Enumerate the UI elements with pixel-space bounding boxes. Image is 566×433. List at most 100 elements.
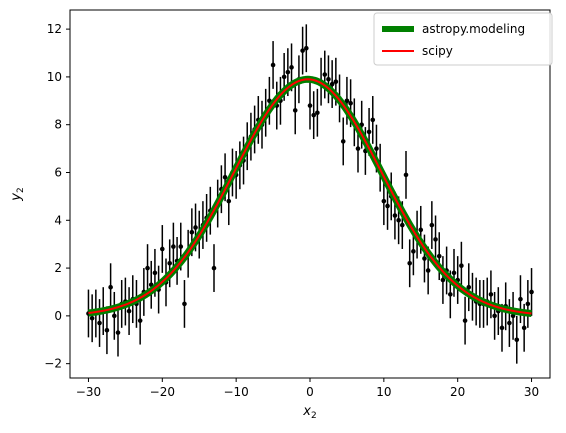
y-tick-label: 2 <box>54 261 62 275</box>
data-point <box>167 260 172 266</box>
data-point <box>307 103 313 108</box>
data-point <box>222 174 228 180</box>
data-point <box>355 146 361 151</box>
legend-label-scipy: scipy <box>422 44 453 58</box>
data-point <box>178 244 184 249</box>
data-point <box>514 337 520 343</box>
data-point <box>492 313 497 319</box>
data-point <box>418 227 424 233</box>
x-tick-label: 20 <box>450 385 465 399</box>
data-point <box>315 110 320 116</box>
data-point <box>518 296 523 302</box>
x-tick-label: 0 <box>306 385 314 399</box>
x-tick-label: 30 <box>524 385 539 399</box>
data-point <box>189 229 195 235</box>
data-point <box>374 146 379 151</box>
y-tick-label: 4 <box>54 213 62 227</box>
data-point <box>366 129 372 135</box>
data-point <box>451 270 457 276</box>
data-point <box>429 222 435 228</box>
data-point <box>348 100 353 106</box>
data-point <box>466 284 472 290</box>
legend-box <box>373 12 553 66</box>
data-point <box>270 62 276 68</box>
data-point <box>285 69 291 75</box>
data-point <box>344 98 350 104</box>
data-point <box>108 284 113 290</box>
data-point <box>211 265 217 271</box>
data-point <box>104 327 110 333</box>
data-point <box>311 112 316 118</box>
data-point <box>400 222 405 228</box>
data-point <box>529 289 534 295</box>
data-point <box>333 79 339 84</box>
data-point <box>300 48 305 53</box>
data-point <box>126 308 132 314</box>
scipy-fit-line <box>88 78 532 315</box>
data-point <box>193 225 198 230</box>
x-axis-label-main: x <box>302 404 311 419</box>
data-point <box>440 277 446 283</box>
x-axis-label: x2 <box>302 404 316 421</box>
x-tick-label: −20 <box>150 385 175 399</box>
data-point <box>89 315 95 321</box>
data-point <box>182 301 187 307</box>
data-point <box>507 320 512 326</box>
data-point <box>145 265 150 271</box>
data-point <box>112 313 117 319</box>
data-point <box>171 244 176 249</box>
errorbar-series <box>86 24 534 364</box>
y-axis: −2 0 2 4 6 8 10 12 <box>44 22 70 371</box>
data-point <box>137 318 143 323</box>
y-tick-label: −2 <box>44 357 62 371</box>
data-point <box>370 117 376 123</box>
data-point <box>525 301 531 307</box>
data-point <box>462 318 468 323</box>
data-point <box>97 320 102 326</box>
data-point <box>152 270 158 276</box>
data-point <box>459 263 464 268</box>
y-axis-label: y2 <box>9 187 26 201</box>
data-point <box>488 292 494 297</box>
data-point <box>510 313 516 319</box>
data-point <box>385 203 390 209</box>
y-tick-label: 10 <box>47 70 62 84</box>
data-point <box>433 237 438 242</box>
data-point <box>381 198 387 204</box>
data-point <box>329 81 335 87</box>
data-point <box>160 246 165 252</box>
data-point <box>422 256 427 261</box>
data-point <box>326 76 331 82</box>
data-point <box>425 268 431 273</box>
data-point <box>289 65 294 70</box>
data-point <box>499 325 505 331</box>
x-axis-label-sub: 2 <box>311 411 317 421</box>
data-point <box>322 72 328 77</box>
data-point <box>436 253 442 259</box>
data-point <box>281 74 287 80</box>
x-tick-label: −10 <box>223 385 248 399</box>
data-point <box>448 292 453 297</box>
data-point <box>521 325 527 331</box>
x-tick-label: −30 <box>76 385 101 399</box>
data-point <box>403 172 409 178</box>
y-axis-label-main: y <box>9 193 24 202</box>
y-tick-label: 6 <box>54 165 62 179</box>
legend: astropy.modeling scipy <box>373 12 553 66</box>
x-tick-label: 10 <box>376 385 391 399</box>
legend-label-astropy: astropy.modeling <box>422 22 525 36</box>
data-point <box>226 198 232 204</box>
data-point <box>411 249 416 254</box>
y-tick-label: 8 <box>54 118 62 132</box>
x-axis: −30 −20 −10 0 10 20 30 <box>76 378 539 399</box>
y-tick-label: 0 <box>54 309 62 323</box>
data-point <box>340 139 346 144</box>
data-point <box>407 260 412 266</box>
data-point <box>115 330 121 335</box>
data-point <box>304 45 309 51</box>
data-point <box>392 213 398 218</box>
y-axis-label-sub: 2 <box>16 187 26 193</box>
data-point <box>396 217 401 223</box>
